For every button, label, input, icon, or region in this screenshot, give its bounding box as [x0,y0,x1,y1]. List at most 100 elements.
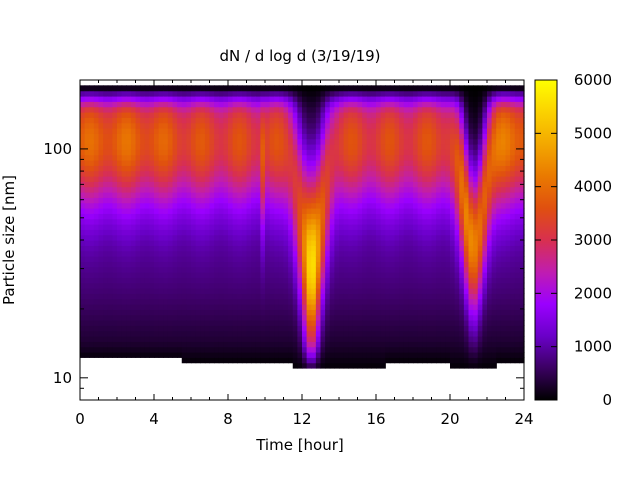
heatmap-cell [348,154,354,161]
heatmap-cell [463,160,470,166]
heatmap-cell [325,261,331,268]
heatmap-cell [241,101,248,108]
heatmap-cell [241,229,248,236]
heatmap-cell [510,208,516,214]
heatmap-cell [482,149,488,156]
heatmap-cell [130,245,137,252]
heatmap-cell [371,90,377,97]
heatmap-cell [130,298,137,305]
heatmap-cell [107,293,113,300]
heatmap-cell [260,261,266,268]
heatmap-cell [399,293,405,300]
heatmap-cell [352,229,359,236]
heatmap-cell [177,90,183,97]
heatmap-cell [191,197,197,204]
heatmap-cell [487,304,493,310]
heatmap-cell [408,261,414,268]
heatmap-cell [297,288,303,294]
heatmap-cell [325,362,331,369]
heatmap-cell [130,90,137,97]
heatmap-cell [297,357,303,364]
heatmap-cell [325,282,331,289]
heatmap-cell [177,170,183,177]
heatmap-cell [172,128,178,134]
heatmap-cell [186,272,192,278]
heatmap-cell [482,117,488,124]
heatmap-cell [422,341,428,348]
heatmap-cell [84,346,90,353]
heatmap-cell [149,346,155,353]
heatmap-cell [103,325,109,332]
heatmap-cell [186,128,192,134]
heatmap-cell [149,352,155,358]
heatmap-cell [288,85,294,92]
heatmap-cell [98,96,104,102]
heatmap-cell [103,101,109,108]
heatmap-cell [218,181,224,188]
heatmap-cell [366,176,372,182]
heatmap-cell [376,96,382,102]
heatmap-cell [218,245,224,252]
heatmap-cell [357,101,363,108]
heatmap-cell [417,186,423,193]
heatmap-cell [297,202,303,209]
heatmap-cell [255,320,261,326]
heatmap-cell [283,122,289,129]
heatmap-cell [223,272,229,278]
heatmap-cell [302,234,308,241]
heatmap-cell [450,234,456,241]
heatmap-cell [426,170,433,177]
heatmap-cell [450,229,456,236]
heatmap-cell [505,320,511,326]
heatmap-cell [306,122,312,129]
heatmap-cell [399,170,405,177]
heatmap-cell [112,288,118,294]
heatmap-cell [283,90,289,97]
heatmap-cell [445,208,451,214]
heatmap-cell [163,256,169,262]
heatmap-cell [265,282,271,289]
heatmap-cell [339,320,345,326]
heatmap-cell [269,346,275,353]
heatmap-cell [177,149,183,156]
heatmap-cell [422,128,428,134]
heatmap-cell [103,149,109,156]
heatmap-cell [172,277,178,284]
heatmap-cell [241,218,248,225]
heatmap-cell [371,128,377,134]
heatmap-cell [228,314,234,321]
heatmap-cell [482,288,488,294]
heatmap-cell [302,245,308,252]
heatmap-cell [514,357,520,364]
heatmap-cell [500,213,507,220]
heatmap-cell [413,256,419,262]
heatmap-cell [163,165,169,172]
heatmap-cell [500,197,507,204]
heatmap-cell [343,250,349,257]
heatmap-cell [302,325,308,332]
heatmap-cell [431,250,437,257]
heatmap-cell [450,346,456,353]
heatmap-cell [422,261,428,268]
heatmap-cell [149,165,155,172]
heatmap-cell [408,106,414,113]
heatmap-cell [394,128,400,134]
heatmap-cell [436,304,442,310]
heatmap-cell [445,106,451,113]
heatmap-cell [473,250,479,257]
heatmap-cell [288,240,294,246]
heatmap-cell [311,362,317,369]
heatmap-cell [311,288,317,294]
heatmap-cell [204,128,211,134]
heatmap-cell [302,213,308,220]
heatmap-cell [89,272,95,278]
heatmap-cell [302,117,308,124]
heatmap-cell [288,245,294,252]
heatmap-cell [214,176,220,182]
heatmap-cell [158,128,164,134]
heatmap-cell [200,160,206,166]
heatmap-cell [186,165,192,172]
heatmap-cell [117,128,123,134]
heatmap-cell [500,122,507,129]
heatmap-cell [107,266,113,273]
